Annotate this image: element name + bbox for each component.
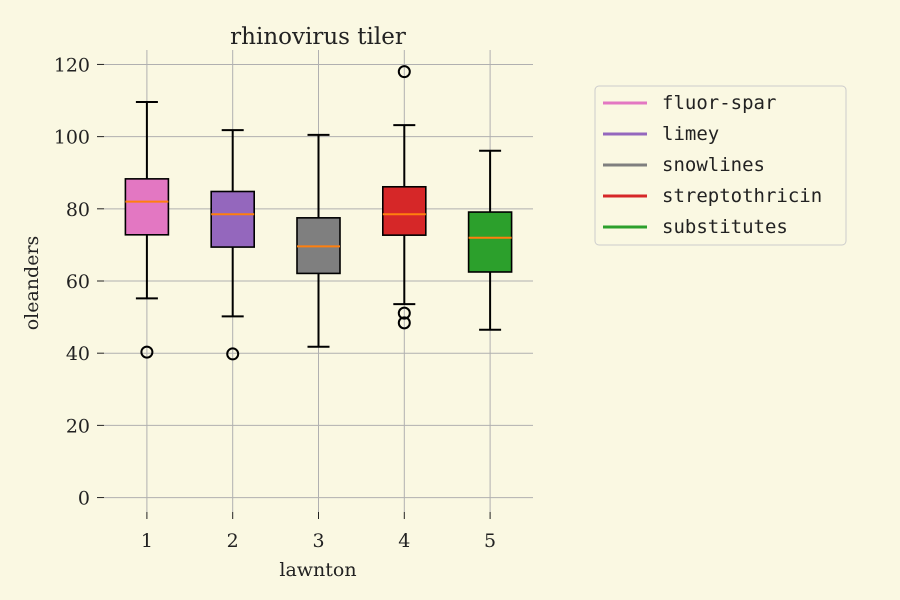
outlier-point <box>397 65 411 79</box>
y-tick-label: 120 <box>54 54 90 76</box>
iqr-box <box>210 190 255 248</box>
chart-title: rhinovirus tiler <box>230 24 406 50</box>
legend: fluor-spar limey snowlines streptothricin su… <box>594 85 847 246</box>
x-tick-label: 3 <box>312 530 324 552</box>
y-tick-label: 40 <box>66 343 90 365</box>
x-tick-label: 1 <box>141 530 153 552</box>
y-tick-label: 80 <box>66 199 90 221</box>
box-fluor-spar <box>124 100 170 359</box>
outlier-point <box>140 345 154 359</box>
x-axis-label: lawnton <box>279 559 356 581</box>
legend-label: limey <box>662 123 719 145</box>
x-tick-label: 2 <box>227 530 239 552</box>
legend-item-streptothricin: streptothricin <box>603 185 822 207</box>
iqr-box <box>467 211 513 273</box>
legend-item-substitutes: substitutes <box>603 216 788 238</box>
legend-label: fluor-spar <box>662 92 776 114</box>
box-substitutes <box>467 149 513 331</box>
iqr-box <box>381 185 427 236</box>
legend-label: streptothricin <box>662 185 822 207</box>
box-layer <box>124 65 513 361</box>
legend-label: snowlines <box>662 154 765 176</box>
outlier-point <box>397 316 411 330</box>
legend-label: substitutes <box>662 216 788 238</box>
legend-item-snowlines: snowlines <box>603 154 765 176</box>
legend-item-fluor-spar: fluor-spar <box>603 92 776 114</box>
y-tick-label: 20 <box>66 415 90 437</box>
outlier-point <box>397 306 411 320</box>
x-tick-label: 4 <box>398 530 410 552</box>
x-tick-label: 5 <box>484 530 496 552</box>
y-tick-label: 0 <box>78 488 90 510</box>
iqr-box <box>124 178 170 236</box>
axes: 0 20 40 60 80 100 120 1 2 3 4 5 <box>54 54 496 552</box>
legend-frame <box>594 85 847 246</box>
y-axis-label: oleanders <box>21 236 43 331</box>
box-limey <box>210 129 255 361</box>
y-tick-label: 100 <box>54 127 90 149</box>
legend-item-limey: limey <box>603 123 719 145</box>
box-streptothricin <box>381 65 427 330</box>
y-tick-label: 60 <box>66 271 90 293</box>
outlier-point <box>226 347 240 361</box>
box-snowlines <box>296 133 341 348</box>
